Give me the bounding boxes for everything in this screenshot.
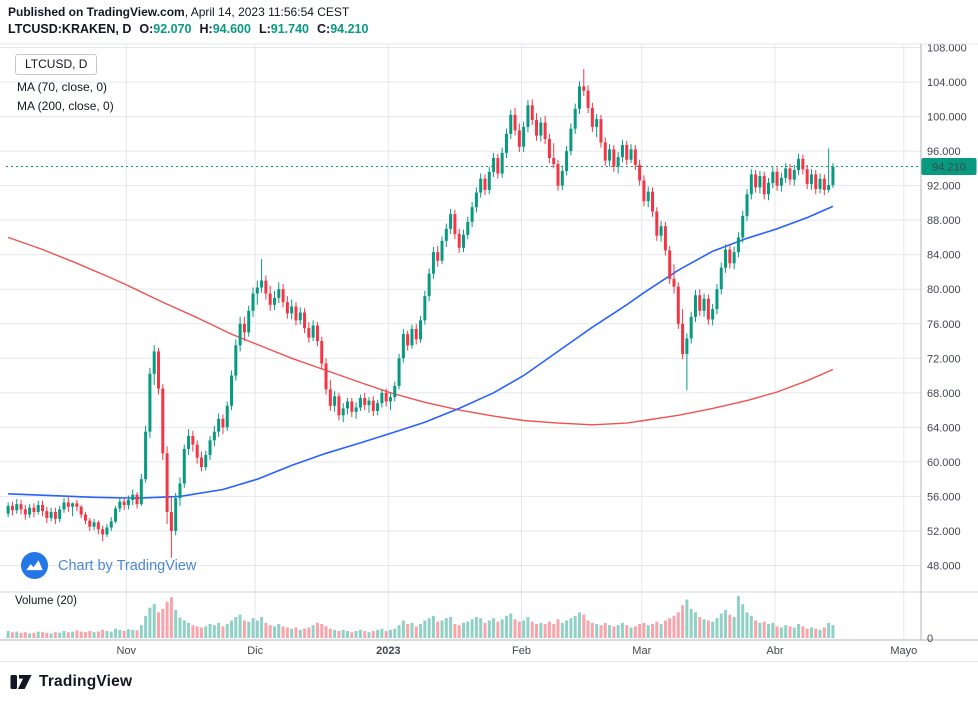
svg-text:94.210: 94.210 — [932, 162, 966, 174]
tradingview-logo-icon[interactable] — [10, 672, 32, 692]
svg-text:88.000: 88.000 — [927, 215, 961, 227]
symbol-title: LTCUSD:KRAKEN, D — [8, 22, 132, 36]
chart-legend: LTCUSD, D MA (70, close, 0) MA (200, clo… — [15, 54, 114, 113]
tradingview-attribution-link[interactable]: Chart by TradingView — [20, 551, 196, 580]
watermark-text: Chart by TradingView — [58, 557, 197, 574]
legend-ma200: MA (200, close, 0) — [17, 99, 114, 113]
svg-text:96.000: 96.000 — [927, 146, 961, 158]
svg-text:Nov: Nov — [117, 645, 137, 657]
legend-ma70: MA (70, close, 0) — [17, 80, 108, 94]
footer-brand-wordmark[interactable]: TradingView — [39, 673, 133, 690]
svg-text:108.000: 108.000 — [927, 43, 967, 55]
ohlc-close: C:94.210 — [316, 22, 369, 36]
separators — [0, 43, 978, 662]
ohlc-low: L:91.740 — [258, 22, 309, 36]
svg-text:Mayo: Mayo — [890, 645, 917, 657]
published-datetime: , April 14, 2023 11:56:54 CEST — [184, 5, 350, 19]
published-site: Published on TradingView.com — [8, 5, 185, 19]
svg-text:72.000: 72.000 — [927, 353, 961, 365]
svg-text:Feb: Feb — [512, 645, 531, 657]
volume-indicator-label: Volume (20) — [15, 595, 78, 607]
svg-text:52.000: 52.000 — [927, 526, 961, 538]
footer-bar: TradingView — [0, 662, 978, 702]
svg-text:60.000: 60.000 — [927, 457, 961, 469]
svg-text:104.000: 104.000 — [927, 77, 967, 89]
svg-text:48.000: 48.000 — [927, 561, 961, 573]
published-line: Published on TradingView.com, April 14, … — [8, 5, 349, 19]
time-axis: Nov Dic 2023 Feb Mar Abr Mayo — [117, 645, 918, 657]
svg-text:80.000: 80.000 — [927, 284, 961, 296]
ma200-line — [7, 236, 834, 426]
candlestick-series — [6, 69, 835, 558]
svg-text:Dic: Dic — [247, 645, 263, 657]
svg-text:Mar: Mar — [632, 645, 651, 657]
svg-text:64.000: 64.000 — [927, 422, 961, 434]
svg-text:100.000: 100.000 — [927, 112, 967, 124]
svg-text:68.000: 68.000 — [927, 388, 961, 400]
ma70-line — [8, 205, 834, 500]
svg-text:Abr: Abr — [766, 645, 783, 657]
ohlc-open: O:92.070 — [139, 22, 192, 36]
last-price-label: 94.210 — [921, 158, 977, 176]
svg-text:92.000: 92.000 — [927, 181, 961, 193]
svg-text:76.000: 76.000 — [927, 319, 961, 331]
legend-symbol-box: LTCUSD, D — [15, 54, 98, 75]
ohlc-high: H:94.600 — [199, 22, 251, 36]
volume-axis-zero-label: 0 — [927, 633, 933, 645]
tradingview-watermark-icon — [20, 551, 49, 580]
symbol-ohlc-line: LTCUSD:KRAKEN, D O:92.070 H:94.600 L:91.740… — [8, 22, 368, 36]
price-grid — [0, 44, 921, 640]
svg-text:84.000: 84.000 — [927, 250, 961, 262]
svg-text:2023: 2023 — [376, 645, 400, 657]
volume-series — [6, 596, 835, 638]
svg-text:56.000: 56.000 — [927, 491, 961, 503]
price-axis: 48.000 52.000 56.000 60.000 64.000 68.000 72.0… — [927, 43, 967, 573]
